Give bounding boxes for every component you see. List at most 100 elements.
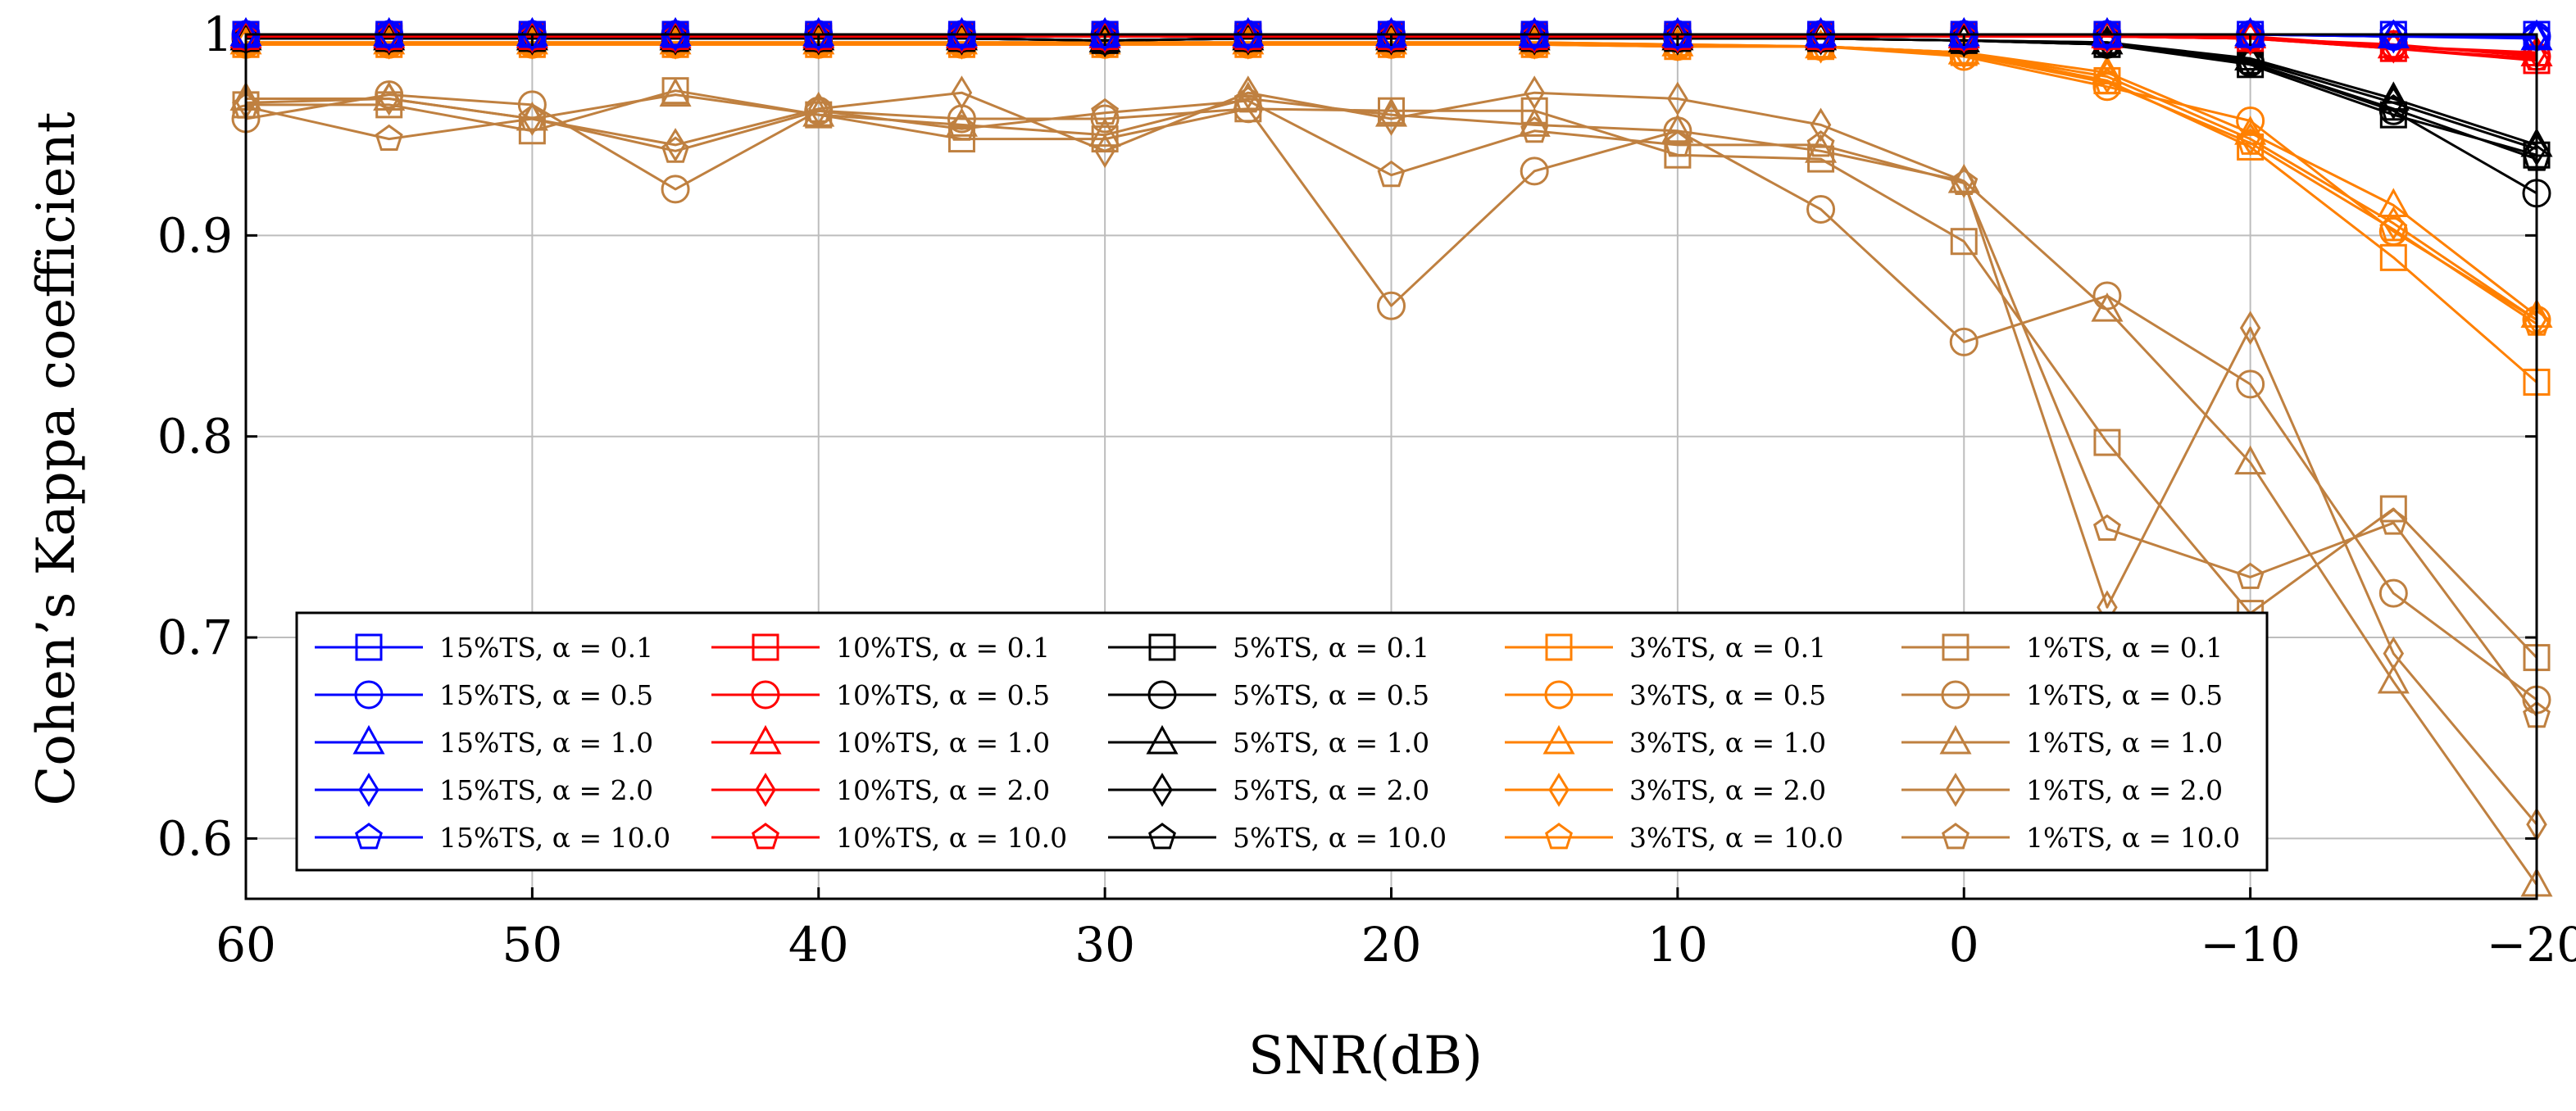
data-point: [1949, 327, 1979, 356]
data-point: [945, 107, 978, 137]
legend-item: 3%TS, α = 2.0: [1505, 773, 1826, 807]
legend-marker: [1945, 773, 1966, 807]
data-point: [1520, 116, 1549, 143]
legend-item: 10%TS, α = 0.5: [711, 679, 1050, 711]
axis-ticks: 60 50 40 30 20 10 0 −10 −20 0.6 0.7 0.8 0.9 1: [157, 7, 2576, 973]
data-point: [2236, 562, 2265, 589]
legend-label: 3%TS, α = 0.5: [1629, 679, 1826, 711]
legend-item: 15%TS, α = 2.0: [315, 773, 653, 807]
data-point: [1520, 20, 1549, 47]
data-point: [2383, 19, 2405, 54]
data-point: [2097, 59, 2118, 94]
x-tick-label: 60: [216, 917, 276, 973]
data-point: [2383, 206, 2405, 241]
legend-item: 3%TS, α = 1.0: [1505, 724, 1826, 759]
legend-label: 1%TS, α = 1.0: [2026, 727, 2223, 759]
legend-marker: [1148, 823, 1176, 850]
data-point: [1810, 107, 1832, 143]
legend-label: 1%TS, α = 0.1: [2026, 632, 2223, 664]
data-point: [807, 91, 829, 126]
legend-label: 5%TS, α = 2.0: [1233, 774, 1429, 806]
data-point: [2239, 311, 2261, 346]
data-point: [2377, 664, 2410, 694]
data-point: [2239, 17, 2261, 52]
legend-label: 3%TS, α = 2.0: [1629, 774, 1826, 806]
data-point: [2379, 93, 2408, 121]
legend-label: 15%TS, α = 2.0: [439, 774, 653, 806]
y-tick-label: 0.7: [157, 610, 233, 665]
legend-item: 3%TS, α = 0.5: [1505, 679, 1826, 711]
data-point: [2092, 68, 2121, 95]
data-point: [807, 17, 829, 52]
data-point: [2092, 20, 2121, 47]
data-point: [1233, 86, 1262, 113]
legend-label: 15%TS, α = 10.0: [439, 822, 670, 854]
legend-item: 15%TS, α = 0.5: [315, 679, 653, 711]
data-point: [1667, 17, 1688, 52]
data-point: [1663, 130, 1692, 157]
data-point: [1090, 104, 1120, 134]
data-point: [1953, 17, 1975, 52]
legend-marker: [1148, 633, 1176, 661]
data-point: [1091, 97, 1120, 125]
data-point: [378, 17, 400, 52]
data-point: [1520, 156, 1549, 186]
data-point: [1524, 75, 1545, 111]
series-line: [246, 93, 2538, 886]
legend-item: 3%TS, α = 10.0: [1505, 822, 1843, 854]
x-tick-label: −10: [2200, 917, 2300, 973]
x-tick-label: 30: [1074, 917, 1135, 973]
legend-marker: [1939, 724, 1972, 755]
legend-label: 5%TS, α = 0.1: [1233, 632, 1429, 664]
legend-label: 5%TS, α = 0.5: [1233, 679, 1429, 711]
legend-label: 1%TS, α = 2.0: [2026, 774, 2223, 806]
legend-item: 1%TS, α = 0.1: [1901, 632, 2223, 664]
legend-item: 5%TS, α = 0.1: [1108, 632, 1429, 664]
data-point: [2383, 636, 2405, 671]
series-line: [245, 93, 2537, 701]
legend-item: 10%TS, α = 0.1: [711, 632, 1050, 664]
data-point: [1661, 113, 1694, 143]
data-point: [659, 77, 692, 107]
data-point: [2093, 429, 2121, 456]
legend-marker: [355, 633, 383, 661]
legend-item: 15%TS, α = 1.0: [315, 724, 653, 759]
legend-marker: [1545, 823, 1573, 850]
data-point: [1806, 194, 1836, 224]
data-point: [1950, 228, 1978, 256]
legend: 15%TS, α = 0.1 15%TS, α = 0.5 15%TS, α = 1…: [295, 611, 2269, 872]
y-tick-label: 1: [202, 7, 233, 62]
legend-item: 3%TS, α = 0.1: [1505, 632, 1826, 664]
data-point: [1377, 160, 1406, 188]
data-point: [2379, 508, 2408, 535]
data-point: [947, 125, 975, 153]
data-point: [1238, 75, 1259, 111]
data-point: [1377, 291, 1406, 320]
data-point: [661, 175, 690, 204]
legend-label: 10%TS, α = 1.0: [836, 727, 1050, 759]
x-axis-label: SNR(dB): [1248, 1026, 1483, 1086]
legend-label: 15%TS, α = 1.0: [439, 727, 653, 759]
data-point: [804, 96, 833, 123]
data-point: [1667, 81, 1688, 116]
data-point: [1238, 17, 1259, 52]
data-point: [378, 81, 400, 116]
data-point: [1806, 20, 1835, 47]
data-point: [665, 128, 686, 162]
data-point: [1374, 97, 1408, 127]
legend-label: 3%TS, α = 0.1: [1629, 632, 1826, 664]
legend-item: 1%TS, α = 10.0: [1901, 822, 2240, 854]
data-point: [661, 136, 690, 163]
data-point: [1520, 97, 1548, 125]
legend-marker: [1942, 823, 1969, 850]
legend-marker: [358, 773, 379, 807]
legend-marker: [352, 724, 385, 755]
legend-marker: [1545, 633, 1573, 661]
legend-item: 10%TS, α = 1.0: [711, 724, 1050, 759]
data-point: [521, 102, 543, 136]
data-point: [1805, 134, 1838, 163]
series-line: [245, 99, 2538, 717]
legend-marker: [1942, 633, 1969, 661]
data-point: [2379, 495, 2407, 523]
